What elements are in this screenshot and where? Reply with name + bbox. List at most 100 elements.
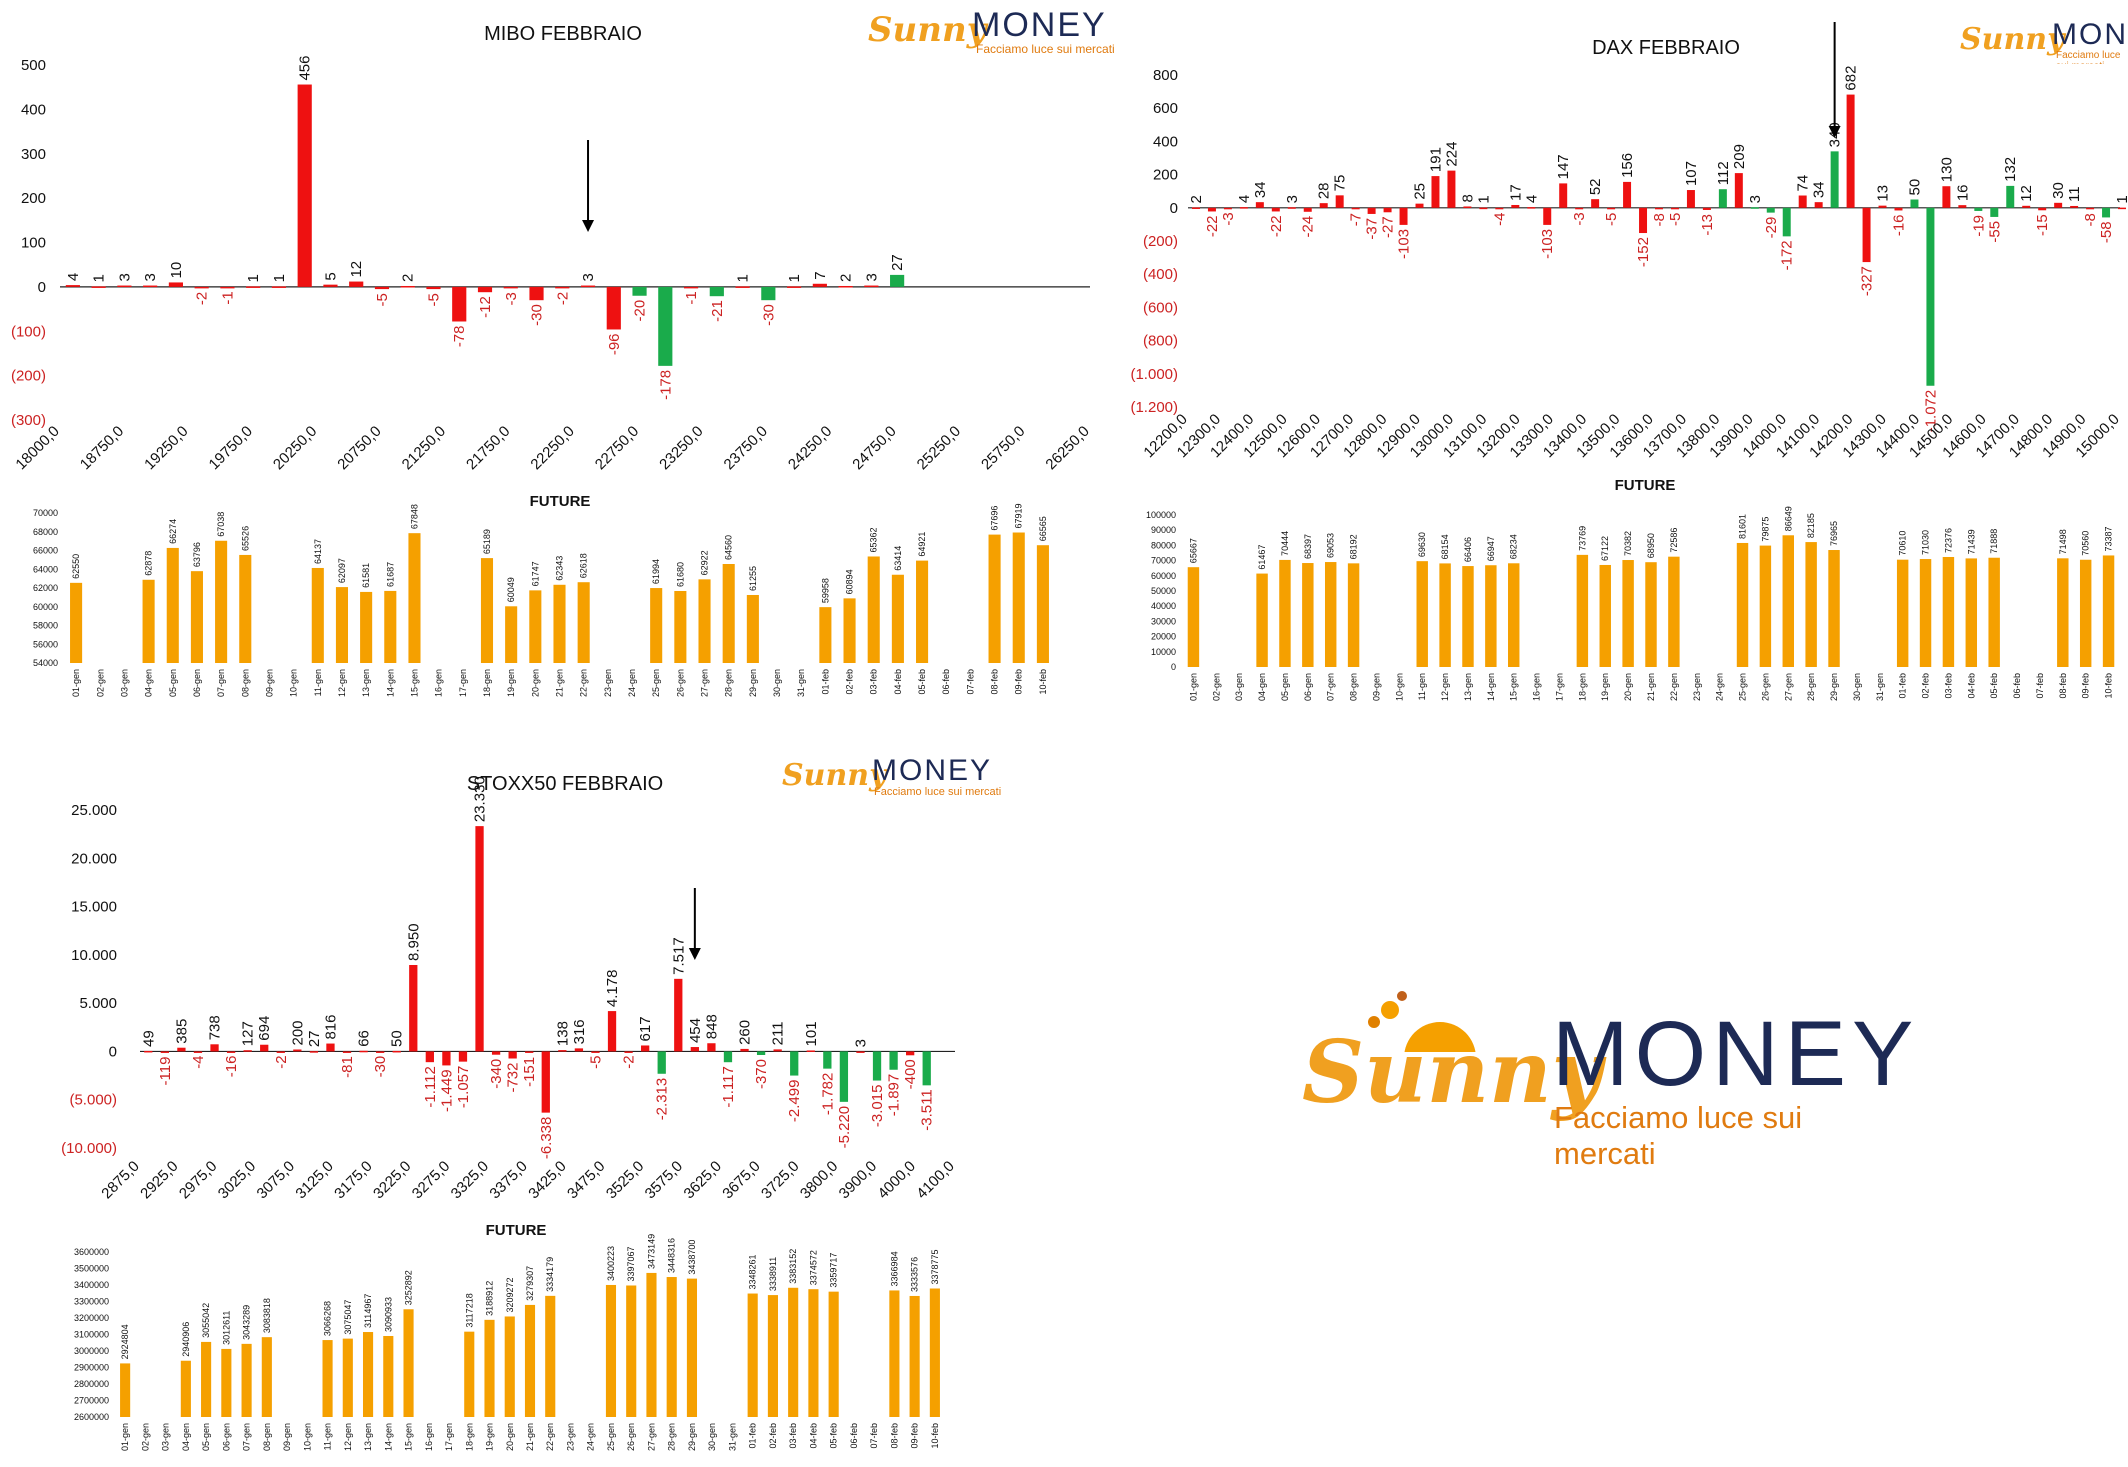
data-label: 5 (322, 272, 339, 280)
bar (1686, 190, 1695, 208)
bar (641, 1045, 650, 1052)
bar (2038, 207, 2047, 211)
data-label: -29 (1763, 217, 1780, 239)
x-tick-label: 26250,0 (1042, 423, 1092, 473)
bar (529, 590, 542, 663)
y-tick-label: 30000 (1151, 616, 1176, 626)
bar (392, 1050, 401, 1053)
category-label: 16-gen (424, 1423, 434, 1451)
dax-logo: Sunny MONEY Facciamo luce sui mercati (1960, 18, 2128, 64)
bar (709, 286, 724, 297)
data-label: -5 (1667, 213, 1684, 226)
category-label: 25-gen (1738, 673, 1748, 701)
logo-script: Sunny (782, 758, 887, 793)
y-tick-label: 500 (21, 57, 46, 74)
bar (1670, 207, 1679, 210)
bar (666, 1277, 677, 1417)
x-tick-label: 21250,0 (399, 423, 449, 473)
data-label: -152 (1635, 237, 1652, 267)
data-label: 61747 (530, 561, 540, 586)
dax-future-chart: FUTURE1000009000080000700006000050000400… (1146, 477, 2115, 701)
bar (1878, 205, 1887, 208)
data-label: -1.782 (819, 1073, 836, 1116)
bar (787, 286, 802, 288)
x-tick-label: 3675,0 (719, 1158, 763, 1202)
x-tick-label: 3425,0 (525, 1158, 569, 1202)
bar (1485, 565, 1497, 667)
category-label: 03-gen (161, 1423, 171, 1451)
bar (1223, 207, 1232, 210)
bar (1645, 562, 1657, 667)
y-tick-label: (1.200) (1130, 399, 1178, 416)
y-tick-label: (400) (1143, 266, 1178, 283)
data-label: 738 (207, 1015, 224, 1040)
category-label: 01-gen (120, 1423, 130, 1451)
bar (342, 1051, 352, 1053)
category-label: 04-gen (1257, 673, 1267, 701)
category-label: 09-feb (1014, 669, 1024, 695)
category-label: 09-gen (1371, 673, 1381, 701)
data-label: 63796 (192, 542, 202, 567)
bar (624, 1051, 633, 1053)
category-label: 03-feb (869, 669, 879, 695)
bar (806, 1050, 815, 1052)
bar (872, 1051, 882, 1081)
data-label: 64137 (313, 539, 323, 564)
y-tick-label: 100 (21, 235, 46, 252)
data-label: -7 (1348, 213, 1365, 226)
bar (1623, 181, 1632, 208)
bar (403, 1309, 414, 1417)
bar (193, 1051, 203, 1053)
bar (1271, 207, 1280, 212)
data-label: -58 (2098, 221, 2115, 243)
data-label: -21 (709, 300, 726, 322)
bar (823, 1051, 832, 1069)
data-label: 1 (2114, 195, 2128, 203)
bar (1639, 207, 1648, 234)
data-label: 69053 (1326, 533, 1336, 558)
category-label: 30-gen (1852, 673, 1862, 701)
category-label: 07-gen (1326, 673, 1336, 701)
bar (525, 1051, 534, 1053)
x-tick-label: 23750,0 (721, 423, 771, 473)
bar (409, 964, 418, 1052)
data-label: 3333576 (910, 1257, 920, 1292)
data-label: 67919 (1014, 503, 1024, 528)
bar (142, 579, 155, 663)
data-label: 65526 (240, 526, 250, 551)
dax-strike-chart: DAX FEBBRAIO 800 600 400 200 0 (200) (400) (600)… (1130, 22, 2128, 461)
bar (843, 598, 856, 663)
bar (241, 1343, 252, 1417)
data-label: 3 (142, 273, 159, 281)
data-label: 224 (1443, 142, 1460, 167)
data-label: 75 (1332, 175, 1349, 192)
data-label: -96 (606, 333, 623, 355)
data-label: 3400223 (606, 1246, 616, 1281)
bar (890, 274, 905, 287)
bar (1324, 562, 1337, 667)
category-label: 21-gen (555, 669, 565, 697)
data-label: 23.330 (472, 776, 489, 822)
category-label: 08-feb (889, 1423, 899, 1449)
bar (1798, 195, 1807, 208)
bar (359, 1050, 368, 1053)
x-tick-label: 3325,0 (448, 1158, 492, 1202)
bar (790, 1051, 799, 1076)
data-label: 617 (637, 1016, 654, 1041)
bar (632, 286, 647, 296)
bar (1766, 207, 1775, 213)
bar (909, 1295, 920, 1417)
data-label: 3188912 (485, 1281, 495, 1316)
data-label: 147 (1555, 154, 1572, 179)
data-label: 127 (240, 1021, 257, 1046)
bar (1462, 566, 1474, 667)
data-label: -3 (1220, 212, 1237, 225)
data-label: 60049 (506, 577, 516, 602)
category-label: 02-feb (845, 669, 855, 695)
data-label: 1 (786, 274, 803, 282)
data-label: 3366984 (889, 1251, 899, 1286)
data-label: 3012611 (221, 1311, 231, 1345)
bar (1416, 561, 1428, 667)
category-label: 05-gen (168, 669, 178, 697)
data-label: -1.449 (438, 1069, 455, 1112)
